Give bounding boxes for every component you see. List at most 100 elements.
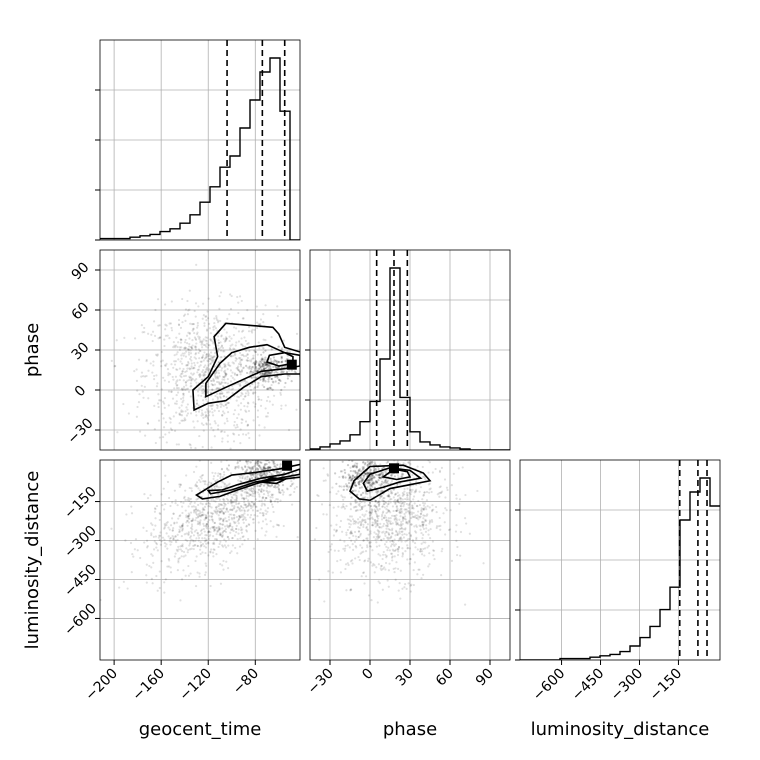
- sample-point: [205, 524, 208, 527]
- sample-point: [258, 424, 261, 427]
- sample-point: [394, 567, 397, 570]
- sample-point: [425, 524, 428, 527]
- sample-point: [205, 353, 208, 356]
- sample-point: [361, 469, 364, 472]
- sample-point: [359, 470, 362, 473]
- sample-point: [175, 402, 178, 405]
- sample-point: [172, 346, 175, 349]
- panel-frame: [309, 249, 511, 451]
- sample-point: [172, 512, 175, 515]
- sample-point: [226, 536, 230, 539]
- sample-point: [160, 388, 163, 391]
- sample-point: [244, 382, 247, 385]
- sample-point: [382, 537, 385, 540]
- sample-point: [419, 512, 423, 515]
- sample-point: [280, 404, 283, 407]
- sample-point: [190, 345, 193, 349]
- sample-point: [178, 530, 181, 534]
- sample-point: [367, 504, 370, 507]
- sample-point: [360, 546, 364, 549]
- sample-point: [164, 467, 166, 469]
- sample-point: [444, 496, 447, 499]
- sample-point: [365, 510, 368, 513]
- sample-point: [407, 519, 411, 522]
- sample-point: [344, 544, 347, 548]
- sample-point: [347, 563, 350, 567]
- sample-point: [221, 535, 224, 538]
- sample-point: [355, 484, 358, 487]
- sample-point: [240, 509, 244, 512]
- sample-point: [217, 386, 220, 390]
- sample-point: [255, 468, 258, 471]
- sample-point: [233, 373, 237, 376]
- sample-point: [161, 435, 165, 439]
- sample-point: [235, 524, 238, 527]
- sample-point: [370, 599, 373, 602]
- sample-point: [159, 512, 162, 516]
- sample-point: [231, 508, 234, 512]
- sample-point: [270, 494, 274, 497]
- sample-point: [269, 520, 272, 523]
- sample-point: [251, 451, 253, 453]
- sample-point: [200, 414, 203, 417]
- sample-point: [204, 344, 207, 347]
- sample-point: [253, 349, 256, 352]
- sample-point: [169, 417, 172, 421]
- sample-point: [399, 497, 402, 501]
- sample-point: [270, 455, 272, 457]
- sample-point: [236, 295, 239, 299]
- sample-point: [178, 332, 181, 335]
- sample-point: [195, 465, 198, 468]
- sample-point: [273, 371, 276, 374]
- sample-point: [383, 497, 386, 500]
- sample-point: [397, 500, 400, 504]
- sample-point: [267, 484, 270, 487]
- sample-point: [356, 472, 359, 475]
- sample-point: [260, 468, 263, 471]
- sample-point: [400, 509, 403, 513]
- sample-point: [199, 545, 202, 548]
- sample-point: [175, 393, 178, 397]
- sample-point: [154, 524, 157, 527]
- sample-point: [186, 519, 189, 522]
- sample-point: [360, 522, 363, 525]
- sample-point: [227, 401, 230, 404]
- sample-point: [349, 475, 352, 478]
- y-tick-label: 30: [69, 339, 93, 363]
- sample-point: [360, 551, 363, 554]
- sample-point: [261, 365, 264, 368]
- sample-point: [375, 532, 378, 536]
- sample-point: [257, 456, 259, 458]
- sample-point: [228, 339, 231, 343]
- sample-point: [404, 528, 407, 531]
- sample-point: [384, 534, 387, 537]
- sample-point: [208, 518, 211, 522]
- sample-point: [397, 589, 400, 592]
- sample-point: [163, 538, 166, 541]
- sample-point: [348, 515, 352, 518]
- sample-point: [401, 516, 405, 519]
- sample-point: [258, 363, 261, 366]
- sample-point: [239, 504, 243, 508]
- sample-point: [225, 520, 228, 523]
- sample-point: [205, 356, 208, 359]
- sample-point: [269, 485, 272, 488]
- sample-point: [223, 340, 226, 343]
- sample-point: [225, 406, 228, 409]
- sample-point: [215, 538, 218, 542]
- sample-point: [205, 408, 209, 411]
- sample-point: [257, 509, 260, 512]
- sample-point: [261, 364, 265, 367]
- sample-point: [432, 508, 435, 511]
- sample-point: [229, 531, 232, 534]
- sample-point: [184, 538, 187, 541]
- sample-point: [187, 309, 190, 312]
- sample-point: [340, 494, 343, 497]
- sample-point: [238, 460, 242, 462]
- sample-point: [201, 513, 204, 517]
- sample-point: [224, 373, 227, 376]
- sample-point: [280, 356, 283, 359]
- sample-point: [206, 525, 210, 528]
- sample-point: [204, 480, 207, 483]
- sample-point: [226, 434, 229, 437]
